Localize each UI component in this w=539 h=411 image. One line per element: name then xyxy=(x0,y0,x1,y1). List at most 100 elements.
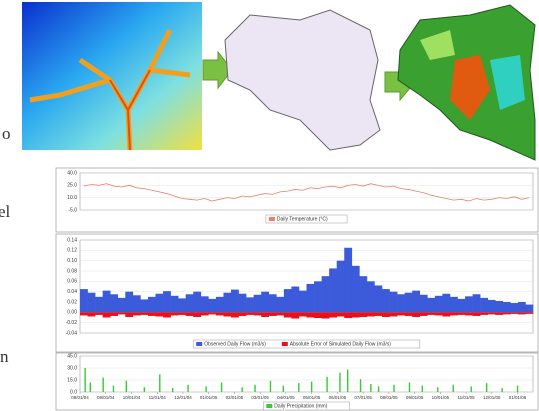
bar xyxy=(201,312,209,315)
chart-frame xyxy=(56,353,538,410)
bar xyxy=(95,312,103,315)
bar xyxy=(270,381,271,392)
bar xyxy=(337,261,345,313)
bar xyxy=(412,312,420,317)
bar xyxy=(284,312,292,317)
bar xyxy=(442,312,450,316)
bar xyxy=(231,312,239,317)
bar xyxy=(329,268,337,312)
bar xyxy=(420,312,428,316)
bar xyxy=(80,312,88,315)
bar xyxy=(125,312,133,317)
bar xyxy=(239,312,247,316)
bar xyxy=(453,385,454,392)
bar xyxy=(113,386,114,392)
page: {"side_text":["o","el","n"], "chart_data… xyxy=(0,0,539,411)
bar xyxy=(261,292,269,313)
bar xyxy=(442,294,450,313)
bar xyxy=(378,386,379,392)
y-tick-label: 0.12 xyxy=(67,248,77,254)
bar xyxy=(254,312,262,315)
legend-swatch xyxy=(266,404,272,408)
y-tick-label: 0.04 xyxy=(67,289,77,295)
bar xyxy=(412,291,420,313)
y-tick-label: -5.0 xyxy=(68,207,77,213)
bar xyxy=(311,382,312,392)
bar xyxy=(488,300,496,312)
bar xyxy=(186,294,194,312)
side-text: n xyxy=(0,347,9,366)
bar xyxy=(473,294,481,312)
bar xyxy=(172,388,173,392)
bar xyxy=(322,312,330,318)
x-tick-label: 09/01/04 xyxy=(97,395,115,400)
bar xyxy=(435,296,443,313)
bar xyxy=(510,312,518,314)
landuse-map xyxy=(398,5,535,160)
bar xyxy=(435,312,443,315)
bar xyxy=(186,312,194,316)
bar xyxy=(314,281,322,312)
y-tick-label: 15.0 xyxy=(67,377,77,383)
bar xyxy=(102,378,103,392)
bar xyxy=(126,381,127,392)
bar xyxy=(359,276,367,312)
bar xyxy=(326,377,327,392)
bar xyxy=(420,295,428,313)
bar xyxy=(347,370,348,392)
y-tick-label: 0.06 xyxy=(67,279,77,285)
y-tick-label: 0.08 xyxy=(67,268,77,274)
bar xyxy=(359,312,367,317)
bar xyxy=(465,296,473,312)
x-tick-label: 02/01/05 xyxy=(226,395,244,400)
legend-swatch xyxy=(269,217,275,221)
bar xyxy=(510,303,518,312)
bar xyxy=(367,281,375,312)
bar xyxy=(382,289,390,312)
bar xyxy=(239,294,247,313)
bar xyxy=(390,312,398,316)
bar xyxy=(397,312,405,315)
bar xyxy=(171,312,179,315)
y-tick-label: 10.0 xyxy=(67,195,77,201)
bar xyxy=(409,382,410,392)
bar xyxy=(269,294,277,312)
bar xyxy=(405,312,413,316)
bar xyxy=(360,379,361,392)
bar xyxy=(344,248,352,313)
bar xyxy=(352,266,360,313)
bar xyxy=(144,387,145,392)
bar xyxy=(298,383,299,392)
legend-swatch xyxy=(196,342,202,346)
bar xyxy=(276,297,284,313)
bar xyxy=(156,312,164,316)
y-tick-label: 40.0 xyxy=(67,170,77,176)
bar xyxy=(382,312,390,317)
bar xyxy=(156,294,164,313)
y-tick-label: -0.02 xyxy=(66,320,78,326)
bar xyxy=(525,305,533,313)
bar xyxy=(193,292,201,313)
bar xyxy=(291,312,299,318)
bar xyxy=(95,297,103,313)
bar xyxy=(473,312,481,316)
x-tick-label: 08/01/04 xyxy=(71,395,89,400)
bar xyxy=(284,289,292,312)
bar xyxy=(437,387,438,392)
bar xyxy=(261,312,269,317)
bar xyxy=(133,312,141,315)
x-tick-label: 10/01/04 xyxy=(123,395,141,400)
bar xyxy=(125,292,133,313)
bar xyxy=(84,368,85,392)
bar xyxy=(254,385,255,392)
bar xyxy=(339,373,340,392)
bar xyxy=(216,312,224,315)
bar xyxy=(171,296,179,313)
bar xyxy=(241,387,242,392)
y-tick-label: 0.14 xyxy=(67,237,77,243)
bar xyxy=(495,301,503,312)
bar xyxy=(178,298,186,312)
bar xyxy=(503,312,511,314)
bar xyxy=(88,293,96,313)
bar xyxy=(231,290,239,313)
